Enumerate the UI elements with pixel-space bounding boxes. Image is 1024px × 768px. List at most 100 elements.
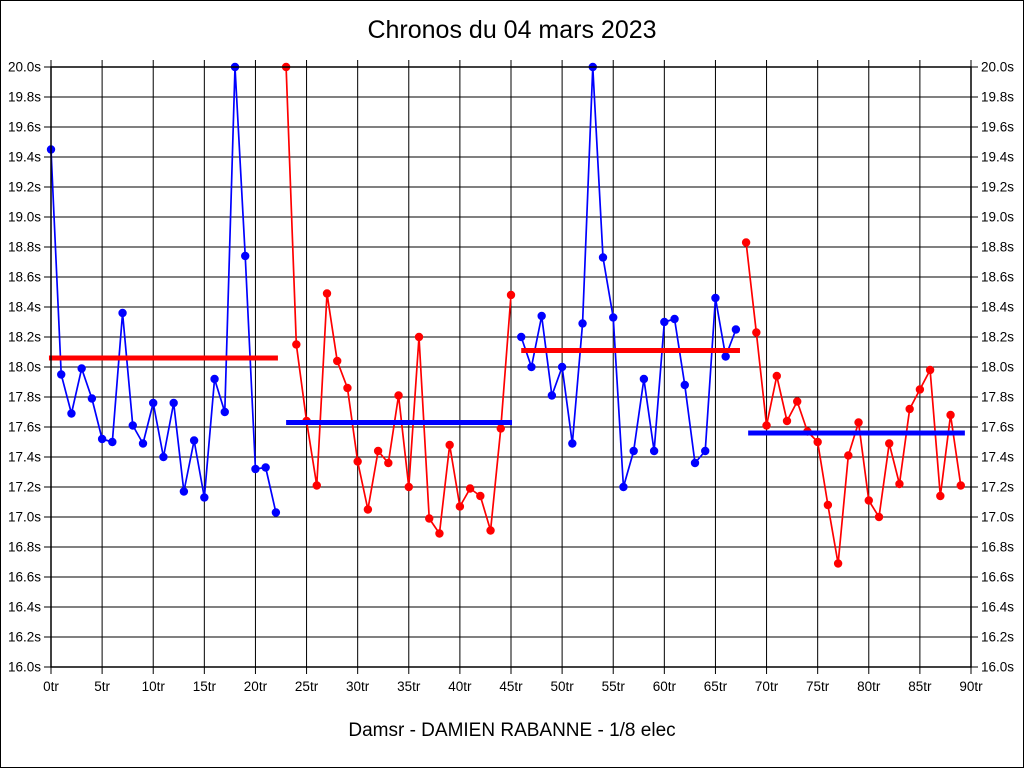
x-tick-label: 55tr xyxy=(602,679,626,694)
data-point xyxy=(67,409,76,418)
data-point xyxy=(486,526,495,535)
data-point xyxy=(649,446,659,456)
data-point xyxy=(936,491,945,501)
data-point xyxy=(793,397,802,406)
data-point xyxy=(496,424,505,433)
data-point xyxy=(261,463,270,472)
y-tick-label-left: 19.6s xyxy=(8,120,41,135)
data-point xyxy=(425,514,434,523)
data-point xyxy=(527,362,536,372)
data-point xyxy=(537,311,546,321)
y-tick-label-left: 19.0s xyxy=(8,210,41,225)
y-tick-label-right: 18.4s xyxy=(981,300,1014,315)
data-point xyxy=(905,404,914,414)
y-tick-label-right: 18.0s xyxy=(981,360,1014,375)
data-point xyxy=(731,325,741,334)
y-tick-label-right: 17.4s xyxy=(981,450,1014,465)
data-point xyxy=(946,410,955,420)
x-tick-label: 50tr xyxy=(550,679,574,694)
data-point xyxy=(670,314,679,324)
x-tick-label: 80tr xyxy=(857,679,881,694)
y-tick-label-left: 17.6s xyxy=(8,420,41,435)
data-point xyxy=(721,352,730,361)
x-tick-label: 65tr xyxy=(704,679,728,694)
data-point xyxy=(741,238,751,247)
x-tick-label: 90tr xyxy=(959,679,983,694)
stint-3-line xyxy=(520,66,737,488)
y-tick-label-left: 16.8s xyxy=(8,540,41,555)
data-point xyxy=(956,481,965,490)
data-point xyxy=(885,439,894,448)
y-tick-label-left: 20.0s xyxy=(8,60,41,75)
x-tick-label: 25tr xyxy=(295,679,319,694)
data-point xyxy=(557,362,567,372)
data-point xyxy=(895,479,904,489)
data-point xyxy=(925,365,935,375)
x-tick-label: 75tr xyxy=(806,679,830,694)
data-point xyxy=(813,437,822,447)
data-point xyxy=(598,253,608,262)
x-tick-label: 5tr xyxy=(94,679,110,694)
y-tick-label-left: 19.4s xyxy=(8,150,41,165)
y-tick-label-right: 17.8s xyxy=(981,390,1014,405)
y-tick-label-right: 20.0s xyxy=(981,60,1014,75)
data-point xyxy=(915,385,925,394)
y-tick-label-right: 19.2s xyxy=(981,180,1014,195)
x-tick-label: 15tr xyxy=(193,679,217,694)
average-lines xyxy=(48,348,965,436)
data-point xyxy=(619,482,628,492)
data-point xyxy=(108,437,117,447)
data-point xyxy=(844,451,853,460)
chart-title: Chronos du 04 mars 2023 xyxy=(367,16,657,44)
y-tick-label-left: 17.4s xyxy=(8,450,41,465)
y-tick-label-left: 18.4s xyxy=(8,300,41,315)
y-tick-label-right: 19.6s xyxy=(981,120,1014,135)
y-tick-label-left: 19.8s xyxy=(8,90,41,105)
data-point xyxy=(312,481,321,490)
data-point xyxy=(210,374,219,384)
data-point xyxy=(179,487,189,496)
stint-4-line xyxy=(745,242,962,565)
y-tick-label-left: 18.6s xyxy=(8,270,41,285)
series-stint-1 xyxy=(46,62,281,517)
y-tick-label-left: 19.2s xyxy=(8,180,41,195)
y-tick-label-left: 17.8s xyxy=(8,390,41,405)
data-point xyxy=(823,500,833,510)
data-point xyxy=(517,332,526,342)
y-tick-label-right: 16.2s xyxy=(981,630,1014,645)
x-tick-label: 0tr xyxy=(43,679,59,694)
data-point xyxy=(57,370,66,379)
y-tick-label-left: 17.2s xyxy=(8,480,41,495)
x-tick-label: 35tr xyxy=(397,679,421,694)
data-point xyxy=(77,364,86,373)
data-point xyxy=(506,290,516,300)
y-tick-label-right: 16.8s xyxy=(981,540,1014,555)
y-tick-label-right: 16.0s xyxy=(981,660,1014,675)
x-tick-label: 85tr xyxy=(908,679,932,694)
series-stint-2 xyxy=(281,62,516,538)
stint-1-line xyxy=(50,66,277,513)
data-point xyxy=(97,434,107,444)
data-point xyxy=(680,380,689,390)
y-tick-label-right: 16.6s xyxy=(981,570,1014,585)
stint-2-line xyxy=(285,66,512,535)
x-tick-label: 20tr xyxy=(244,679,268,694)
data-point xyxy=(292,340,301,349)
data-point xyxy=(772,371,781,381)
y-tick-label-right: 17.6s xyxy=(981,420,1014,435)
x-tick-label: 45tr xyxy=(499,679,523,694)
data-point xyxy=(189,436,199,445)
data-point xyxy=(752,328,761,337)
data-point xyxy=(660,317,669,327)
y-tick-label-left: 18.0s xyxy=(8,360,41,375)
data-point xyxy=(149,398,158,408)
y-tick-label-right: 16.4s xyxy=(981,600,1014,615)
chart-footer: Damsr - DAMIEN RABANNE - 1/8 elec xyxy=(348,720,676,741)
data-point xyxy=(609,313,618,322)
data-point xyxy=(384,458,393,468)
data-point xyxy=(629,446,638,456)
y-tick-label-left: 16.0s xyxy=(8,660,41,675)
data-point xyxy=(476,491,485,501)
y-tick-label-right: 18.2s xyxy=(981,330,1014,345)
